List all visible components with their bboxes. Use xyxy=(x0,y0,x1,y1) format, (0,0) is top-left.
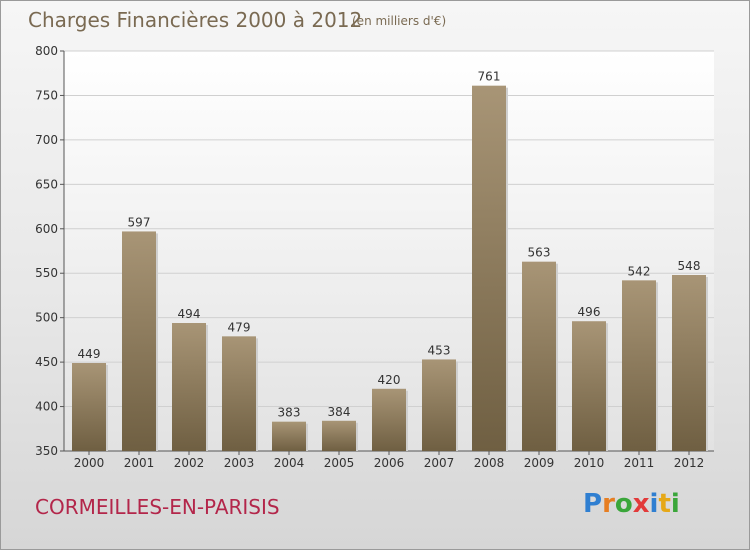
y-tick-label: 750 xyxy=(35,88,58,102)
bar-value-label: 761 xyxy=(478,70,501,84)
bar-value-label: 449 xyxy=(78,347,101,361)
x-tick-label: 2011 xyxy=(624,456,655,470)
logo-letter: i xyxy=(670,489,680,519)
bar xyxy=(622,280,656,451)
x-tick-label: 2002 xyxy=(174,456,205,470)
bar xyxy=(572,321,606,451)
bar-value-label: 548 xyxy=(678,259,701,273)
x-tick-label: 2008 xyxy=(474,456,505,470)
bar xyxy=(372,388,406,451)
logo-letter: r xyxy=(602,489,615,519)
y-tick-label: 500 xyxy=(35,311,58,325)
logo-letter: t xyxy=(658,489,671,519)
bar xyxy=(272,421,306,451)
bar xyxy=(472,85,506,452)
x-tick-label: 2000 xyxy=(74,456,105,470)
bar-value-label: 496 xyxy=(578,305,601,319)
x-tick-label: 2005 xyxy=(324,456,355,470)
chart-title: Charges Financières 2000 à 2012 xyxy=(28,8,363,32)
logo-letter: o xyxy=(614,489,633,519)
bar xyxy=(172,323,206,451)
y-tick-label: 650 xyxy=(35,177,58,191)
bar-value-label: 383 xyxy=(278,406,301,420)
bar xyxy=(422,359,456,451)
y-tick-label: 350 xyxy=(35,444,58,458)
y-tick-label: 450 xyxy=(35,355,58,369)
bar xyxy=(122,231,156,451)
y-tick-label: 550 xyxy=(35,266,58,280)
chart-unit-note: (en milliers d'€) xyxy=(352,14,447,28)
x-tick-label: 2006 xyxy=(374,456,405,470)
bar xyxy=(322,420,356,451)
bar xyxy=(672,275,706,451)
x-tick-label: 2010 xyxy=(574,456,605,470)
x-tick-label: 2003 xyxy=(224,456,255,470)
bar-value-label: 453 xyxy=(428,343,451,357)
bar-value-label: 420 xyxy=(378,373,401,387)
x-tick-label: 2009 xyxy=(524,456,555,470)
bar-value-label: 494 xyxy=(178,307,201,321)
bar-value-label: 479 xyxy=(228,320,251,334)
proxiti-logo[interactable]: Proxiti xyxy=(583,489,680,519)
bar xyxy=(222,336,256,451)
bar-value-label: 563 xyxy=(528,246,551,260)
y-tick-label: 700 xyxy=(35,133,58,147)
logo-letter: x xyxy=(632,489,650,519)
y-tick-label: 400 xyxy=(35,400,58,414)
bar xyxy=(522,261,556,451)
x-tick-label: 2012 xyxy=(674,456,705,470)
bar xyxy=(72,363,106,451)
logo-letter: i xyxy=(649,489,659,519)
x-tick-label: 2004 xyxy=(274,456,305,470)
bar-value-label: 384 xyxy=(328,405,351,419)
y-tick-label: 600 xyxy=(35,222,58,236)
city-name: CORMEILLES-EN-PARISIS xyxy=(35,495,280,519)
bar-value-label: 542 xyxy=(628,264,651,278)
logo-letter: P xyxy=(583,489,603,519)
y-tick-label: 800 xyxy=(35,44,58,58)
x-tick-label: 2001 xyxy=(124,456,155,470)
x-tick-label: 2007 xyxy=(424,456,455,470)
bar-value-label: 597 xyxy=(128,215,151,229)
